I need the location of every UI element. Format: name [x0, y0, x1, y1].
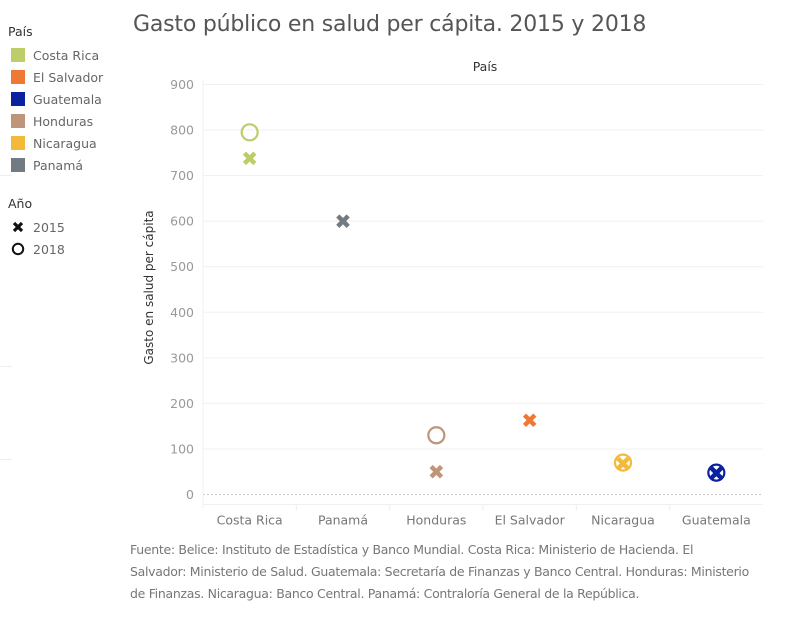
legend-item[interactable]: Costa Rica: [8, 44, 128, 66]
circle-icon: [11, 242, 25, 256]
x-icon: [11, 220, 25, 234]
data-point-2018: [613, 453, 633, 472]
legend-label: Guatemala: [33, 91, 102, 107]
data-point-2015: [522, 413, 537, 428]
legend-item[interactable]: 2015: [8, 216, 128, 238]
legend-item[interactable]: Honduras: [8, 110, 128, 132]
y-tick-label: 900: [170, 77, 194, 92]
legend-item[interactable]: Guatemala: [8, 88, 128, 110]
chart-title: Gasto público en salud per cápita. 2015 …: [133, 12, 647, 37]
y-tick-label: 0: [186, 487, 194, 502]
x-tick-label: Honduras: [406, 513, 466, 528]
data-point-2015: [242, 151, 257, 166]
data-point-2015: [709, 466, 724, 480]
data-point-2015: [429, 464, 444, 479]
data-point-2015: [616, 456, 630, 471]
color-swatch-icon: [11, 136, 25, 150]
y-tick-label: 100: [170, 441, 194, 456]
x-tick-label: Nicaragua: [591, 513, 655, 528]
y-tick-label: 500: [170, 259, 194, 274]
color-swatch-icon: [11, 70, 25, 84]
y-tick-label: 300: [170, 350, 194, 365]
x-tick-label: Guatemala: [682, 513, 751, 528]
legend-item[interactable]: Nicaragua: [8, 132, 128, 154]
y-tick-label: 400: [170, 305, 194, 320]
color-swatch-icon: [11, 158, 25, 172]
divider: [0, 175, 12, 176]
legend-label: El Salvador: [33, 69, 104, 85]
column-header: País: [473, 59, 498, 74]
legend-item[interactable]: 2018: [8, 238, 128, 260]
legend-label: 2015: [33, 219, 65, 235]
y-axis-title: Gasto en salud per cápita: [142, 210, 156, 364]
divider: [0, 459, 12, 460]
legend-label: Nicaragua: [33, 135, 97, 151]
legend-label: Costa Rica: [33, 47, 100, 63]
legend-label: 2018: [33, 241, 65, 257]
data-point-2018: [427, 426, 446, 445]
legend-label: Panamá: [33, 157, 84, 173]
color-swatch-icon: [11, 114, 25, 128]
color-swatch-icon: [11, 92, 25, 106]
legend-label: Honduras: [33, 113, 94, 129]
data-point-2015: [336, 214, 350, 228]
y-tick-label: 200: [170, 396, 194, 411]
data-point-2018: [240, 123, 259, 142]
x-tick-label: El Salvador: [495, 513, 566, 528]
legend-country-title: País: [8, 24, 33, 39]
y-tick-label: 800: [170, 123, 194, 138]
x-tick-label: Costa Rica: [217, 513, 283, 528]
y-tick-label: 700: [170, 168, 194, 183]
y-tick-label: 600: [170, 214, 194, 229]
data-point-2018: [707, 463, 726, 482]
legend-year-title: Año: [8, 196, 33, 211]
source-note: Fuente: Belice: Instituto de Estadística…: [130, 542, 749, 601]
legend: País Costa Rica El Salvador Guatemala Hondu…: [8, 24, 128, 260]
legend-item[interactable]: Panamá: [8, 154, 128, 176]
color-swatch-icon: [11, 48, 25, 62]
divider: [0, 366, 12, 367]
legend-item[interactable]: El Salvador: [8, 66, 128, 88]
x-tick-label: Panamá: [318, 513, 368, 528]
